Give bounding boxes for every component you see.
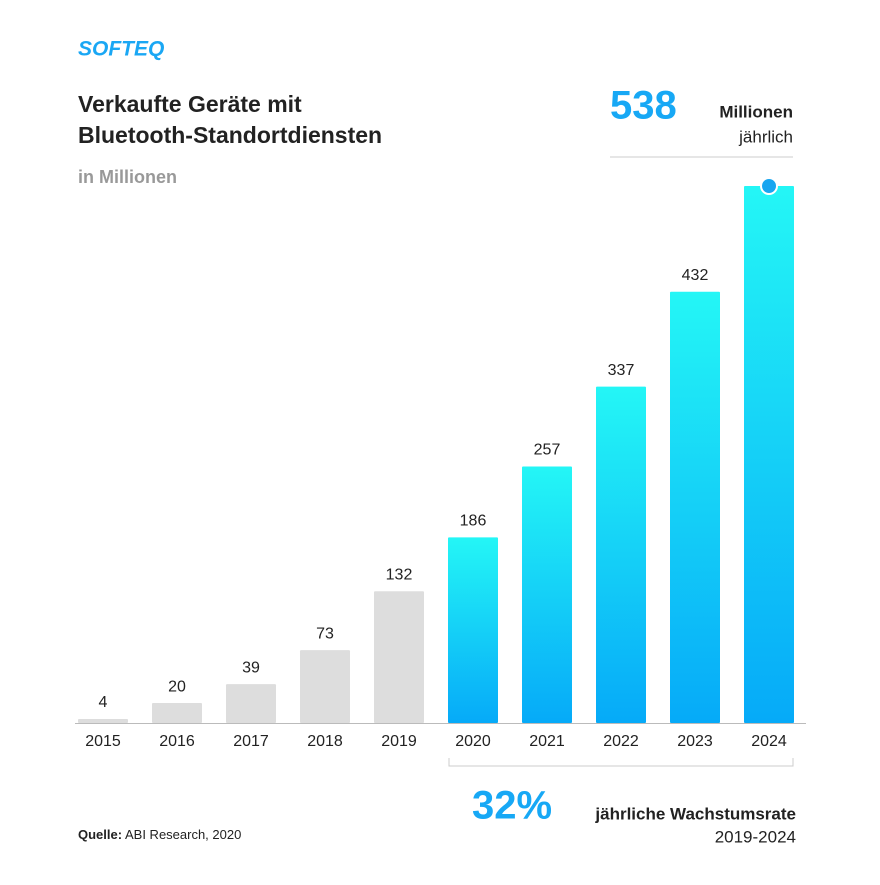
x-tick-label: 2015 — [85, 733, 121, 750]
x-tick-label: 2024 — [751, 733, 787, 750]
bar — [78, 719, 128, 723]
chart-title: Verkaufte Geräte mit — [78, 91, 302, 117]
growth-text: jährliche Wachstumsrate — [594, 804, 796, 823]
x-tick-label: 2023 — [677, 733, 713, 750]
chart-subtitle: in Millionen — [78, 167, 177, 187]
chart-title: Bluetooth-Standortdiensten — [78, 122, 382, 148]
growth-period: 2019-2024 — [715, 827, 796, 846]
x-tick-label: 2017 — [233, 733, 269, 750]
x-tick-label: 2021 — [529, 733, 565, 750]
x-tick-label: 2018 — [307, 733, 343, 750]
bar — [226, 684, 276, 723]
bar — [300, 650, 350, 723]
bar — [596, 386, 646, 723]
source-label: Quelle: — [78, 827, 122, 842]
peak-dot — [760, 177, 778, 195]
source-text: ABI Research, 2020 — [125, 827, 241, 842]
bar — [670, 291, 720, 723]
highlight-text: jährlich — [738, 127, 793, 146]
bar — [522, 466, 572, 723]
value-label: 257 — [534, 442, 561, 459]
value-label: 337 — [608, 362, 635, 379]
bar — [152, 703, 202, 723]
x-tick-label: 2020 — [455, 733, 491, 750]
bar — [744, 186, 794, 723]
bar — [374, 591, 424, 723]
value-label: 132 — [386, 566, 413, 583]
x-tick-label: 2019 — [381, 733, 417, 750]
x-tick-label: 2022 — [603, 733, 639, 750]
bracket — [448, 758, 794, 767]
bar — [448, 537, 498, 723]
value-label: 73 — [316, 625, 334, 642]
value-label: 20 — [168, 678, 186, 695]
highlight-text: Millionen — [719, 102, 793, 121]
growth-value: 32% — [472, 784, 552, 828]
value-label: 4 — [99, 694, 108, 711]
value-label: 39 — [242, 659, 260, 676]
source: Quelle: ABI Research, 2020 — [78, 827, 241, 842]
value-label: 186 — [460, 513, 487, 530]
value-label: 432 — [682, 267, 709, 284]
logo: SOFTEQ — [78, 38, 164, 61]
x-tick-label: 2016 — [159, 733, 195, 750]
highlight-value: 538 — [610, 84, 677, 128]
